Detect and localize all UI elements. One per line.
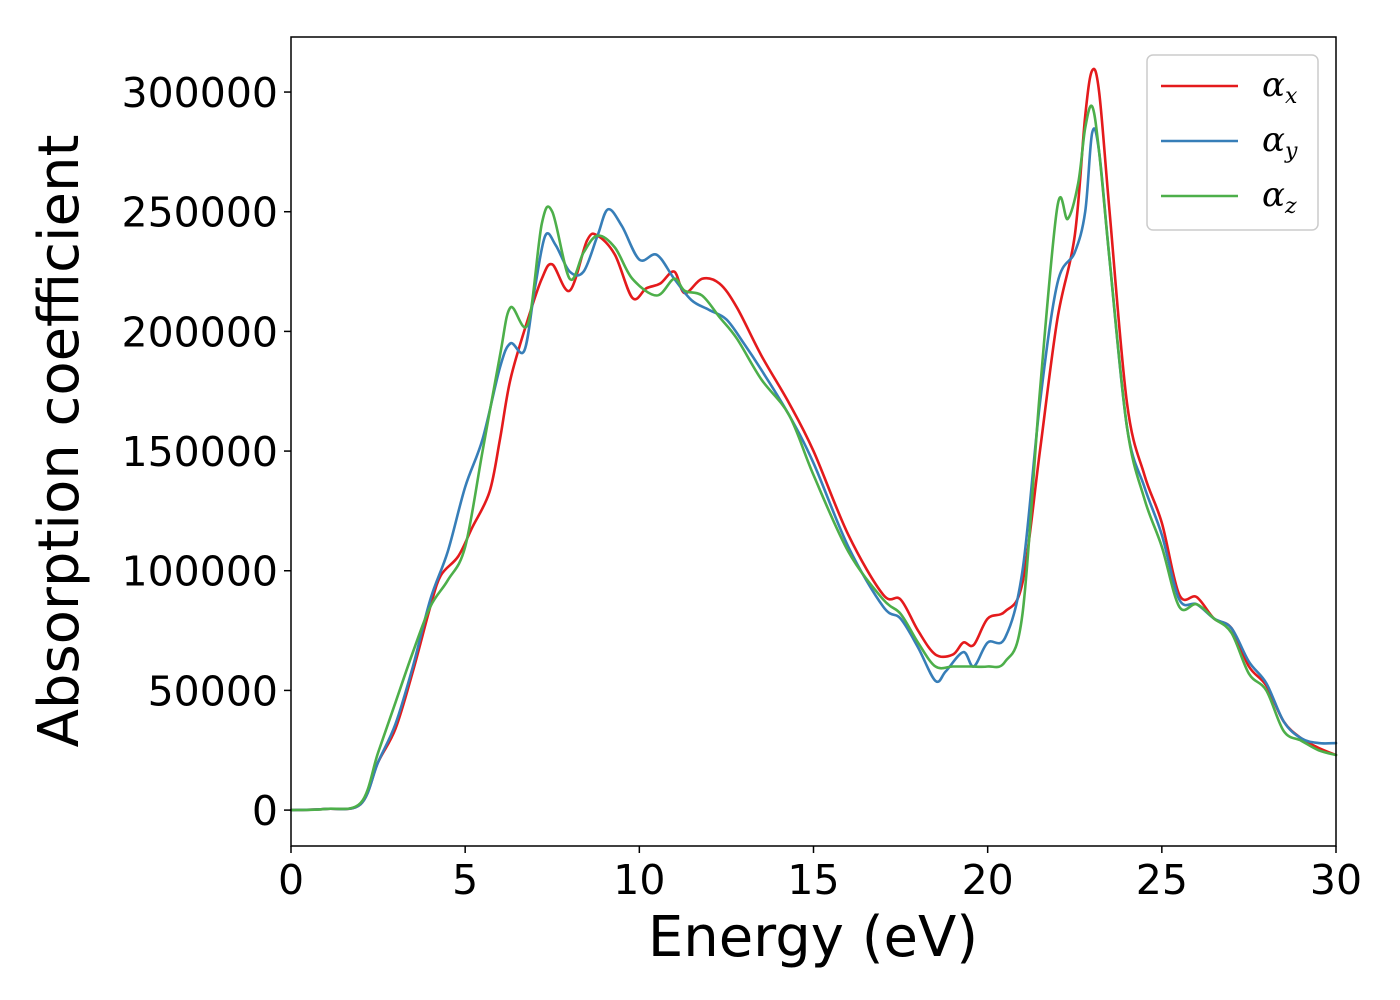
ticks-layer: 0 5 10 15 20 25 30 0 50000 100000 150000 200000 2500…	[121, 69, 1362, 904]
x-tick-label: 5	[452, 856, 478, 904]
y-tick-label: 0	[252, 787, 278, 835]
x-tick-label: 15	[787, 856, 839, 904]
series-line-z	[289, 104, 1338, 812]
x-tick-label: 25	[1136, 856, 1188, 904]
y-tick-label: 150000	[121, 428, 278, 476]
y-tick-label: 50000	[148, 667, 278, 715]
y-tick-label: 300000	[121, 69, 278, 117]
x-tick-label: 0	[278, 856, 304, 904]
legend: αx αy αz	[1146, 54, 1319, 231]
x-tick-label: 10	[613, 856, 665, 904]
legend-box	[1146, 54, 1319, 231]
y-axis-label: Absorption coefficient	[27, 135, 92, 748]
x-tick-label: 20	[962, 856, 1014, 904]
legend-label-x: αx	[1262, 65, 1298, 109]
y-tick-label: 200000	[121, 308, 278, 356]
x-axis-label: Energy (eV)	[648, 905, 978, 970]
legend-label-z: αz	[1262, 175, 1297, 219]
legend-label-y: αy	[1262, 120, 1298, 164]
series-layer	[289, 67, 1338, 812]
x-tick-label: 30	[1310, 856, 1362, 904]
series-line-x	[289, 67, 1338, 812]
y-tick-label: 250000	[121, 189, 278, 237]
y-tick-label: 100000	[121, 548, 278, 596]
